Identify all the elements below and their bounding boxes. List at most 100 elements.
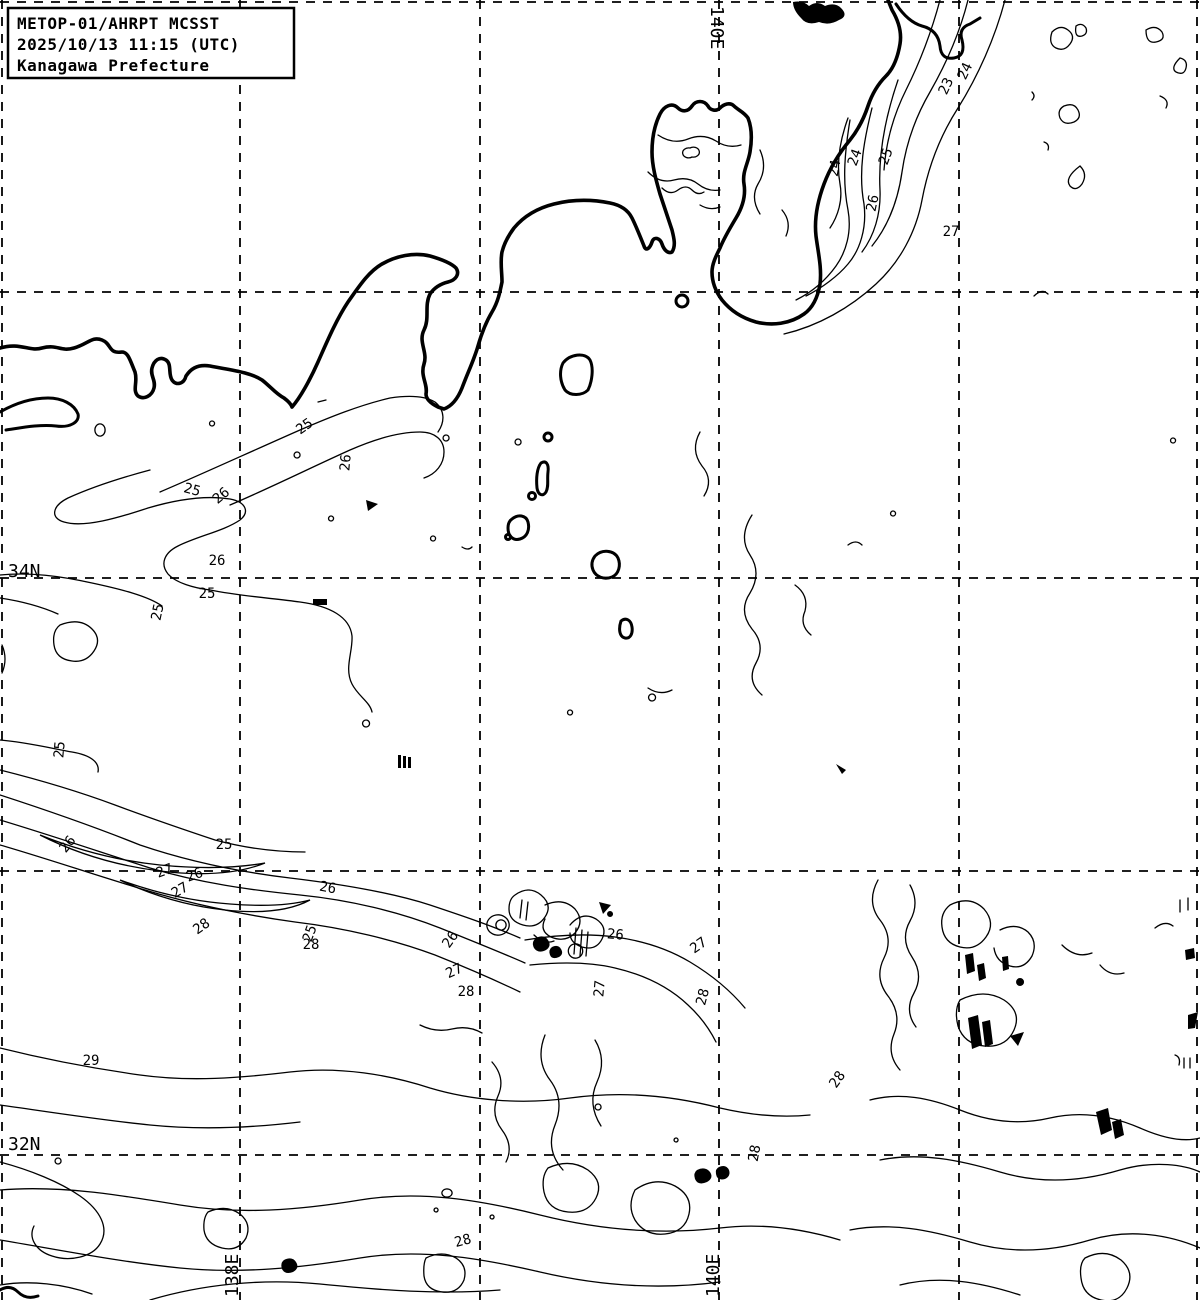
sst-contour-path [955, 993, 1018, 1047]
title-box: METOP-01/AHRPT MCSST 2025/10/13 11:15 (U… [6, 6, 296, 80]
sst-value-label: 27 [591, 980, 608, 998]
sst-value-label: 24 [845, 147, 866, 168]
honshu-coastline [0, 0, 903, 411]
sst-value-label: 26 [56, 833, 79, 856]
title-line-region: Kanagawa Prefecture [17, 56, 210, 75]
island-outline [618, 617, 634, 640]
sst-contour-path [566, 709, 574, 716]
sst-value-label: 29 [83, 1053, 100, 1069]
sst-contour-path [715, 1166, 730, 1180]
sst-contour-path [209, 589, 373, 713]
sst-value-label: 24 [826, 159, 845, 178]
sst-contour-path [836, 764, 846, 774]
sst-contour-path [657, 134, 742, 147]
sst-value-label: 26 [864, 193, 883, 213]
sst-contour-path [1096, 1108, 1112, 1135]
coastline [0, 0, 982, 1299]
sst-contour-path [159, 395, 444, 493]
sst-contour-path [647, 687, 673, 694]
sst-contour-path [661, 186, 705, 195]
sst-contour-path [883, 0, 941, 171]
sst-contour-path [491, 1061, 510, 1163]
graticule-label: 32N [8, 1134, 41, 1155]
sst-contour-path [805, 107, 873, 297]
sst-contour-path [461, 546, 473, 550]
sst-contour-path [489, 1214, 495, 1220]
sst-contour-path [1173, 57, 1188, 74]
sst-contour-path [1043, 141, 1050, 151]
sst-value-label: 27 [169, 879, 192, 901]
sst-contour-path [1169, 437, 1177, 444]
sst-contour-path [0, 1239, 721, 1287]
sst-contour-path [54, 469, 247, 591]
sst-contour-path [119, 879, 311, 913]
sst-contour-path [495, 919, 507, 931]
sst-contour-path [433, 1207, 439, 1213]
sst-contour-path [1145, 26, 1164, 43]
sst-contour-path [1112, 1119, 1124, 1139]
graticule-label: 34N [8, 561, 41, 582]
sst-value-label: 28 [453, 1231, 473, 1251]
sst-value-label: 25 [199, 586, 216, 602]
sst-contour-path [904, 884, 920, 1028]
sst-value-label: 23 [936, 75, 958, 97]
sst-value-label: 26 [337, 454, 354, 472]
sst-contour-path [1016, 977, 1025, 987]
sst-contour-path [647, 171, 721, 192]
sst-contour-path [0, 844, 521, 993]
sst-contour-path [847, 541, 863, 546]
sst-contour-path [293, 451, 301, 459]
sst-contour-path [1099, 964, 1125, 975]
sst-contour-path [941, 900, 992, 949]
sst-contour-path [982, 1020, 993, 1047]
sst-contour-path [781, 209, 789, 237]
sst-contour-path [419, 1024, 483, 1034]
sst-contour-path [1188, 1012, 1198, 1029]
sst-contour-path [592, 1039, 603, 1127]
sst-value-label: 27 [943, 224, 960, 240]
sst-contour-path [0, 597, 59, 615]
graticule-label: 138E [222, 1254, 243, 1297]
sst-contour-path [52, 621, 99, 662]
sst-value-label: 27 [154, 861, 175, 882]
sst-contour-path [599, 902, 611, 914]
sst-contour-path [869, 1095, 1200, 1141]
sst-value-label: 25 [876, 146, 897, 167]
sst-contour-path [508, 889, 549, 927]
sst-contour-path [327, 515, 335, 522]
sst-value-label: 25 [293, 415, 316, 438]
sst-contour-path [0, 573, 163, 607]
sst-contour-path [486, 914, 510, 936]
sst-contour-path [793, 1, 845, 24]
sst-value-label: 28 [190, 915, 213, 938]
sst-contour-path [0, 739, 99, 773]
sst-value-label: 25 [182, 480, 202, 500]
sst-contour-path [540, 1034, 564, 1171]
sst-contour-path [549, 945, 563, 959]
sst-contour-path [743, 514, 763, 696]
izu-islands [504, 353, 634, 640]
sst-contour-path [829, 117, 849, 229]
sst-value-label: 26 [439, 928, 462, 951]
sst-contour-path [794, 584, 812, 636]
sst-contour-path [889, 510, 897, 517]
sst-contour-path [871, 0, 969, 247]
sst-value-label: 26 [606, 926, 624, 943]
island-outline [506, 514, 531, 541]
sst-contour-path [398, 755, 411, 768]
sst-contour-path [532, 936, 550, 952]
sst-contour-path [0, 794, 521, 939]
sst-contour-path [1031, 91, 1035, 101]
sst-value-label: 25 [51, 741, 68, 759]
sst-contour-path [1061, 944, 1093, 956]
sst-contour-path [673, 1137, 679, 1143]
sst-contour-path [993, 925, 1035, 968]
sst-contour-path [573, 927, 589, 957]
title-line-product: METOP-01/AHRPT MCSST [17, 14, 220, 33]
sst-contour-path [519, 899, 529, 921]
sst-contour-path [694, 1168, 712, 1184]
title-line-datetime: 2025/10/13 11:15 (UTC) [17, 35, 240, 54]
